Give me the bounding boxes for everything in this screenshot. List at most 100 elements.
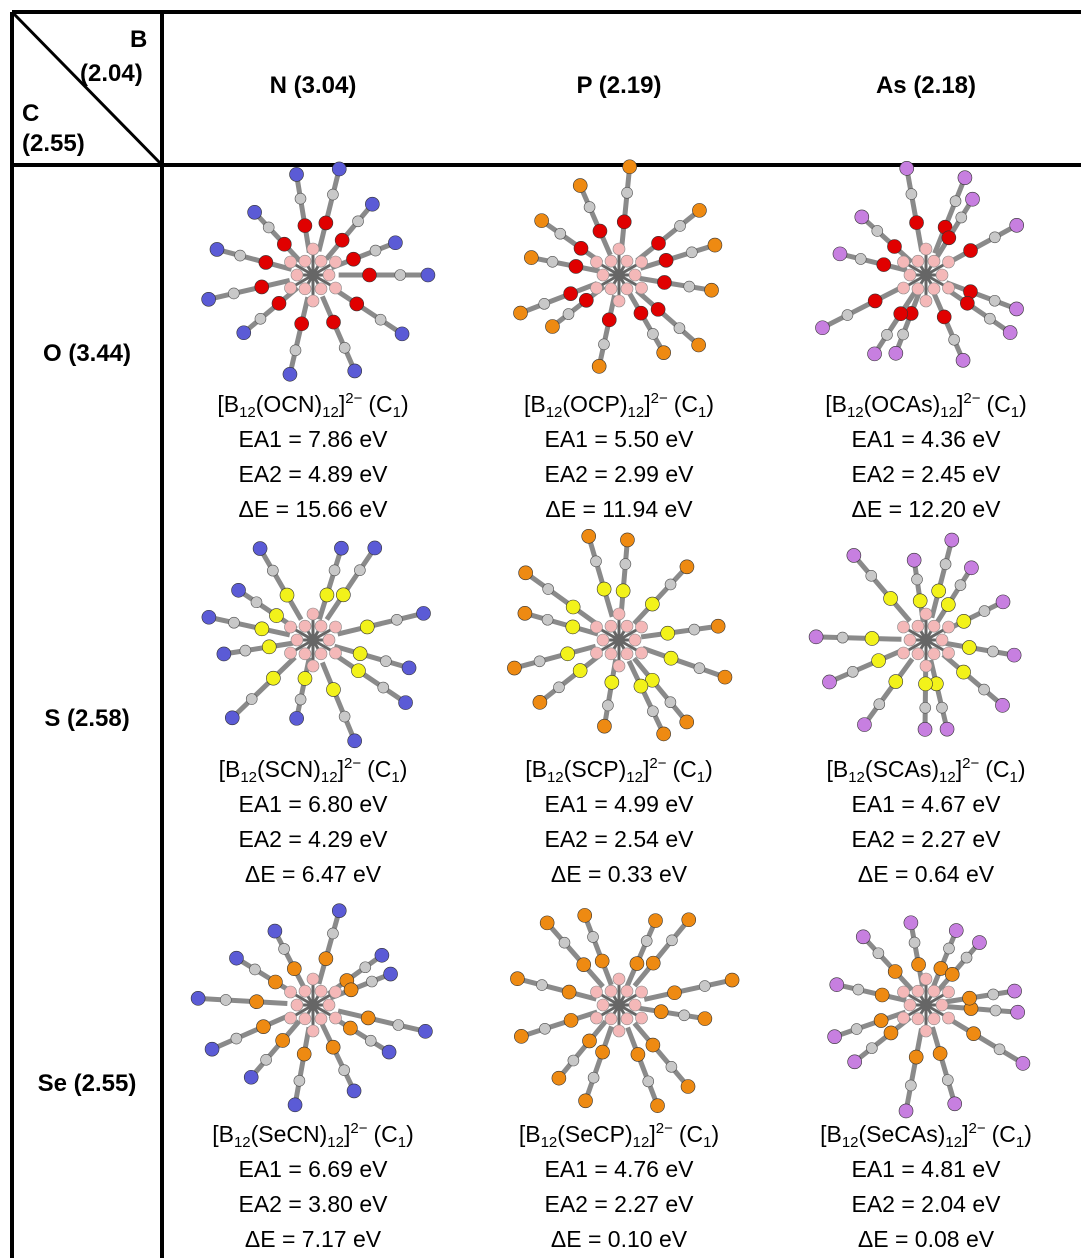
boron-atom [904,999,916,1011]
atom [679,1010,690,1021]
boron-atom [597,999,609,1011]
ea2: EA2 = 3.80 eV [160,1187,466,1222]
table-graphics [0,0,1081,1258]
ea1: EA1 = 4.81 eV [773,1152,1079,1187]
atom [643,1076,654,1087]
boron-atom [590,256,602,268]
atom [255,622,269,636]
ea2: EA2 = 4.89 eV [160,457,466,492]
bond [862,217,912,262]
bond [232,657,295,717]
boron-atom [597,269,609,281]
formula-part: (OCP) [562,391,627,417]
ea1: EA1 = 4.67 eV [773,787,1079,822]
boron-atom [590,621,602,633]
atom [989,295,1000,306]
atom [937,310,951,324]
atom [287,962,301,976]
atom [605,675,619,689]
boron-atom [613,973,625,985]
atom [682,913,696,927]
atom [872,225,883,236]
atom [964,561,978,575]
boron-atom [330,986,342,998]
atom [657,275,671,289]
boron-atom [928,1013,940,1025]
atom [384,967,398,981]
bond [641,626,718,637]
boron-atom [605,255,617,267]
atom [877,258,891,272]
atom [228,288,239,299]
atom [990,1005,1001,1016]
atom [848,1055,862,1069]
atom [259,255,273,269]
atom [948,1097,962,1111]
atom [360,620,374,634]
boron-atom [904,269,916,281]
atom [620,533,634,547]
atom [295,694,306,705]
atom [674,323,685,334]
bond [517,979,596,999]
atom [561,647,575,661]
atom [519,566,533,580]
atom [698,1012,712,1026]
boron-atom [897,986,909,998]
bond [244,288,298,333]
atom [336,588,350,602]
formula-part: 1 [1010,769,1018,786]
atom [979,684,990,695]
atom [1003,326,1017,340]
boron-atom [330,282,342,294]
bond [946,1007,1017,1013]
atom [933,1047,947,1061]
atom [623,160,637,174]
formula-part: 1 [1011,404,1019,421]
formula-part: 1 [1016,1134,1024,1151]
atom [1016,1056,1030,1070]
ea1: EA1 = 4.99 eV [466,787,772,822]
atom [295,317,309,331]
atom [898,329,909,340]
atom [574,241,588,255]
atom [579,293,593,307]
bond [934,294,963,360]
corner-left: C [22,100,39,128]
formula-part: 12 [626,769,643,786]
formula-part: 2− [963,390,980,407]
formula-part: [B [519,1121,541,1147]
atom [705,283,719,297]
atom [220,994,231,1005]
column-header: N (3.04) [160,72,466,100]
boron-atom [920,973,932,985]
atom [588,1072,599,1083]
atom [1010,218,1024,232]
atom [942,1074,953,1085]
boron-atom [307,608,319,620]
atom [956,353,970,367]
atom [279,943,290,954]
atom [645,597,659,611]
ea2: EA2 = 2.99 eV [466,457,772,492]
atom [559,937,570,948]
atom [994,1044,1005,1055]
atom [659,253,673,267]
bond [621,540,628,618]
atom [972,936,986,950]
atom [950,196,961,207]
atom [582,1034,596,1048]
atom [634,679,648,693]
atom [657,727,671,741]
atom [298,219,312,233]
bond [643,648,725,677]
atom [962,640,976,654]
delta-e: ΔE = 0.64 eV [773,857,1079,892]
boron-atom [629,269,641,281]
atom [889,346,903,360]
formula-part: 12 [327,1134,344,1151]
boron-atom [590,986,602,998]
formula-part: ) [406,1121,414,1147]
atom [564,287,578,301]
boron-atom [936,999,948,1011]
